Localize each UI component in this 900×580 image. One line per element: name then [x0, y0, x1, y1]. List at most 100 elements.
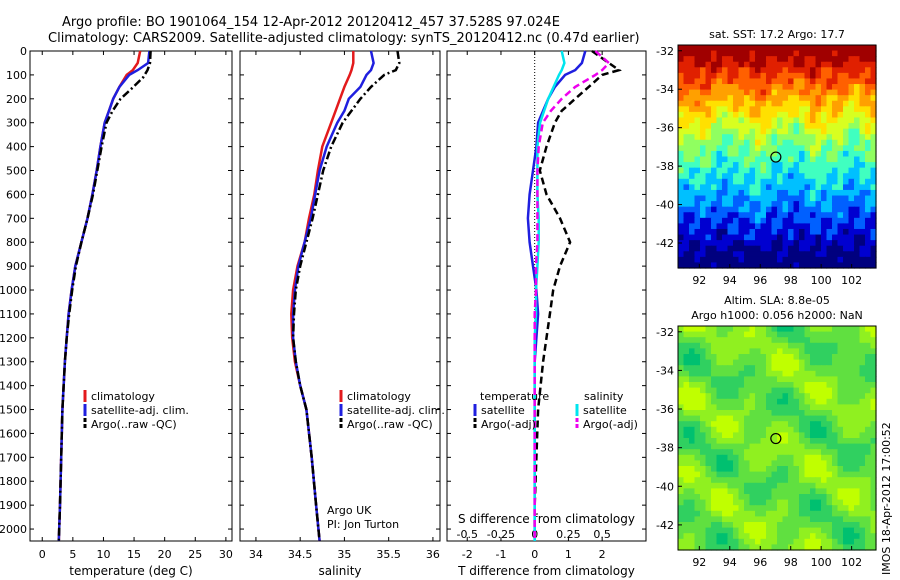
map-cell — [760, 415, 767, 422]
map-cell — [749, 95, 756, 102]
map-cell — [744, 331, 751, 338]
map-cell — [683, 326, 690, 333]
map-cell — [870, 326, 877, 333]
map-cell — [755, 342, 762, 349]
map-cell — [777, 72, 784, 80]
map-cell — [777, 538, 784, 545]
map-cell — [683, 72, 690, 80]
map-cell — [700, 95, 707, 102]
map-cell — [843, 471, 850, 478]
map-cell — [694, 376, 701, 383]
map-cell — [766, 167, 773, 174]
map-cell — [854, 337, 861, 344]
map-cell — [865, 128, 872, 135]
map-cell — [782, 206, 789, 213]
map-cell — [678, 449, 685, 456]
map-cell — [832, 145, 839, 152]
map-cell — [804, 173, 811, 180]
y-tick-label: 1500 — [0, 404, 27, 417]
map-cell — [859, 206, 866, 213]
map-cell — [865, 326, 872, 333]
map-cell — [694, 111, 701, 119]
map-cell — [733, 337, 740, 344]
map-cell — [804, 217, 811, 224]
map-cell — [711, 426, 718, 433]
map-cell — [804, 262, 811, 269]
map-cell — [760, 466, 767, 473]
map-cell — [716, 150, 723, 158]
map-cell — [793, 359, 800, 366]
map-cell — [799, 505, 806, 512]
map-cell — [859, 256, 866, 264]
map-cell — [848, 123, 855, 130]
map-cell — [744, 460, 751, 467]
map-cell — [700, 449, 707, 456]
x-tick-label: 100 — [811, 274, 832, 287]
map-cell — [837, 61, 844, 68]
map-cell — [733, 256, 740, 264]
map-cell — [727, 245, 734, 252]
map-cell — [738, 100, 745, 107]
map-cell — [766, 156, 773, 163]
map-cell — [788, 337, 795, 344]
map-cell — [749, 100, 756, 107]
map-cell — [700, 78, 707, 85]
map-cell — [711, 240, 718, 247]
map-cell — [733, 111, 740, 119]
map-cell — [744, 516, 751, 523]
map-cell — [870, 45, 877, 52]
map-cell — [854, 410, 861, 417]
map-cell — [826, 212, 833, 219]
map-cell — [733, 410, 740, 417]
map-cell — [711, 449, 718, 456]
map-cell — [689, 505, 696, 512]
map-cell — [788, 454, 795, 461]
map-cell — [744, 404, 751, 411]
map-cell — [700, 348, 707, 355]
map-cell — [760, 251, 767, 258]
panels: 0 5 10 15 20 25 300100200300400500600700800900… — [0, 28, 877, 578]
map-cell — [689, 212, 696, 219]
map-cell — [716, 471, 723, 478]
map-cell — [711, 494, 718, 501]
map-cell — [771, 410, 778, 417]
map-cell — [777, 100, 784, 107]
map-cell — [711, 178, 718, 185]
map-cell — [804, 228, 811, 236]
map-cell — [716, 178, 723, 185]
map-cell — [716, 404, 723, 411]
map-cell — [738, 421, 745, 428]
map-cell — [804, 505, 811, 512]
map-cell — [766, 516, 773, 523]
map-cell — [727, 173, 734, 180]
map-cell — [832, 251, 839, 258]
map-cell — [722, 61, 729, 68]
map-cell — [760, 505, 767, 512]
map-cell — [859, 150, 866, 158]
map-cell — [815, 370, 822, 377]
map-cell — [711, 223, 718, 230]
map-cell — [738, 404, 745, 411]
map-cell — [870, 106, 877, 113]
map-cell — [804, 189, 811, 197]
map-cell — [722, 398, 729, 405]
map-cell — [727, 134, 734, 141]
map-cell — [689, 415, 696, 422]
map-cell — [859, 95, 866, 102]
map-cell — [815, 184, 822, 191]
map-cell — [705, 256, 712, 264]
map-cell — [744, 499, 751, 506]
map-cell — [744, 212, 751, 219]
map-cell — [760, 342, 767, 349]
map-cell — [810, 393, 817, 400]
map-cell — [799, 376, 806, 383]
map-cell — [705, 365, 712, 372]
map-cell — [727, 438, 734, 445]
map-cell — [727, 527, 734, 534]
map-cell — [843, 240, 850, 247]
map-cell — [738, 410, 745, 417]
map-cell — [755, 139, 762, 146]
map-cell — [859, 100, 866, 107]
map-cell — [716, 72, 723, 80]
map-cell — [683, 538, 690, 545]
